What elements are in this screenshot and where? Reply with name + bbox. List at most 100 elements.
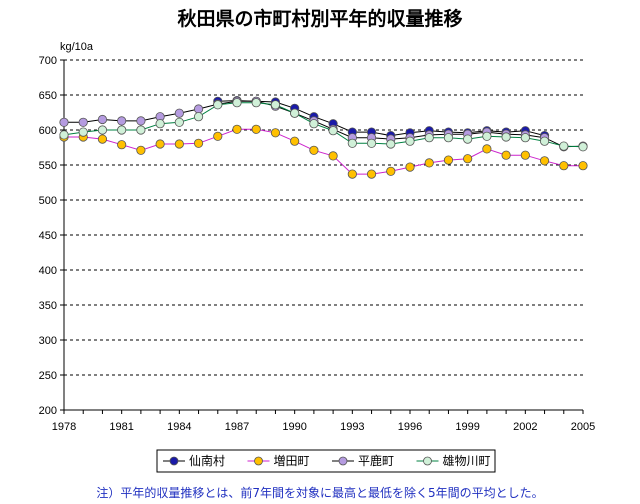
- data-point: [117, 116, 127, 126]
- legend-marker-2: [338, 456, 348, 466]
- data-point: [213, 131, 223, 141]
- data-point: [136, 125, 146, 135]
- y-tick-label: 200: [39, 405, 57, 417]
- data-point: [559, 141, 569, 151]
- data-point: [559, 161, 569, 171]
- data-point: [174, 117, 184, 127]
- legend-label-2: 平鹿町: [358, 453, 394, 468]
- series-line: [64, 100, 584, 148]
- data-point: [155, 119, 165, 129]
- data-point: [136, 145, 146, 155]
- data-point: [213, 100, 223, 110]
- data-point: [97, 114, 108, 125]
- y-tick-label: 300: [39, 335, 57, 347]
- data-point: [174, 108, 184, 118]
- y-tick-label: 400: [39, 265, 57, 277]
- data-point: [366, 169, 377, 179]
- data-point: [270, 128, 281, 138]
- data-point: [117, 125, 127, 135]
- legend-label-3: 雄物川町: [443, 453, 491, 468]
- grid-lines: [64, 59, 583, 376]
- y-tick-label: 550: [39, 160, 57, 172]
- data-point: [501, 132, 511, 142]
- data-point: [193, 138, 204, 148]
- data-point: [405, 136, 415, 146]
- legend-marker-0: [169, 456, 179, 466]
- data-point: [424, 158, 434, 168]
- data-point: [117, 140, 127, 150]
- y-tick-label: 700: [39, 55, 57, 67]
- data-point: [174, 139, 184, 149]
- x-tick-label: 2005: [571, 421, 595, 433]
- data-point: [232, 124, 242, 134]
- x-tick-label: 1996: [398, 421, 422, 433]
- data-point: [78, 127, 88, 137]
- legend: 仙南村 増田町 平鹿町 雄物川町: [156, 449, 496, 473]
- series-line: [64, 128, 583, 175]
- series-1: [59, 124, 588, 179]
- data-point: [59, 117, 69, 127]
- x-tick-label: 1978: [52, 421, 76, 433]
- y-tick-label: 650: [39, 90, 57, 102]
- data-point: [78, 117, 88, 127]
- series-line: [63, 102, 584, 148]
- legend-marker-3: [423, 456, 432, 466]
- legend-marker-1: [254, 456, 263, 466]
- series-2: [59, 96, 588, 152]
- data-point: [309, 119, 319, 129]
- data-point: [578, 161, 588, 171]
- y-tick-label: 350: [39, 300, 57, 312]
- data-point: [578, 142, 588, 152]
- data-point: [328, 151, 338, 161]
- series-line: [217, 100, 545, 137]
- data-point: [59, 130, 69, 140]
- data-point: [482, 131, 492, 141]
- legend-box: [156, 449, 496, 473]
- data-point: [347, 138, 357, 148]
- y-tick-label: 250: [39, 370, 57, 382]
- data-point: [366, 138, 377, 148]
- data-point: [482, 144, 492, 154]
- data-point: [386, 166, 396, 176]
- y-tick-label: 450: [39, 230, 57, 242]
- data-point: [520, 150, 530, 160]
- data-point: [328, 126, 338, 136]
- data-point: [463, 134, 473, 144]
- data-point: [97, 125, 108, 135]
- data-point: [136, 116, 146, 126]
- data-point: [520, 133, 530, 143]
- footnote: 注）平年的収量推移とは、前7年間を対象に最高と最低を除く5年間の平均とした。: [96, 485, 543, 500]
- data-point: [539, 136, 550, 146]
- x-tick-label: 1984: [167, 421, 191, 433]
- data-point: [463, 154, 473, 164]
- data-point: [539, 156, 550, 166]
- data-point: [443, 155, 454, 165]
- legend-label-0: 仙南村: [189, 453, 225, 468]
- x-tick-label: 1981: [109, 421, 133, 433]
- data-point: [386, 139, 396, 149]
- data-point: [309, 145, 319, 155]
- x-tick-label: 1990: [282, 421, 306, 433]
- data-point: [97, 134, 108, 144]
- data-point: [290, 108, 300, 118]
- data-point: [232, 98, 242, 108]
- y-axis-unit: kg/10a: [60, 41, 94, 53]
- x-tick-label: 1987: [225, 421, 249, 433]
- data-point: [290, 136, 300, 146]
- data-point: [193, 112, 204, 122]
- y-tick-label: 500: [39, 195, 57, 207]
- series-3: [59, 98, 588, 152]
- x-axis-ticks: 1978 1981 1984 1987 1990 1993 1996 1999 2002 2005: [52, 410, 595, 433]
- data-point: [155, 139, 165, 149]
- data-point: [424, 133, 434, 143]
- data-point: [251, 124, 261, 134]
- x-tick-label: 1999: [455, 421, 479, 433]
- data-point: [501, 150, 511, 160]
- y-tick-label: 600: [39, 125, 57, 137]
- legend-label-1: 増田町: [274, 454, 310, 468]
- data-point: [443, 133, 454, 143]
- data-point: [405, 162, 415, 172]
- y-axis-ticks: 200 250 300 350 400 450 500 550 600 650 700: [39, 55, 64, 417]
- x-tick-label: 2002: [513, 421, 537, 433]
